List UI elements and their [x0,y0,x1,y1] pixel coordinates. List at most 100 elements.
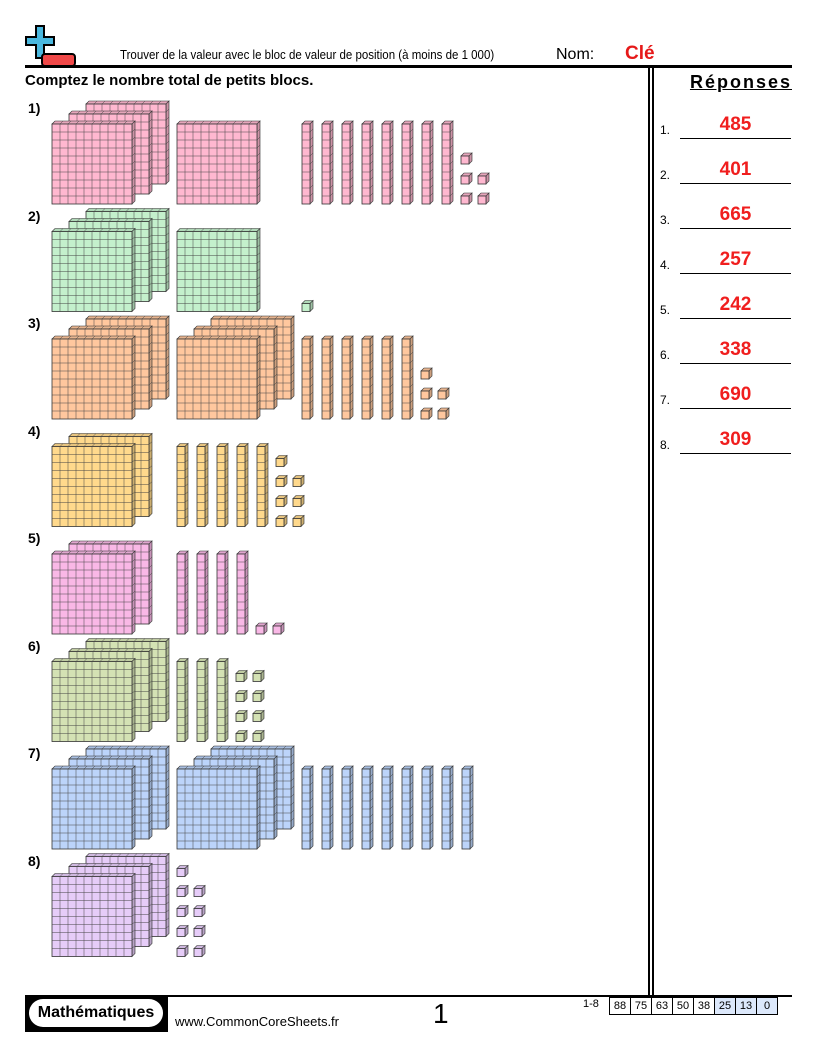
ones-cube [176,924,189,938]
tens-rod [401,335,414,420]
problem-blocks [51,852,206,958]
answer-number: 5. [660,303,671,317]
ones-cube [477,192,490,205]
answer-line [680,138,791,139]
tens-rod [361,765,374,850]
answer-line [680,273,791,274]
tens-rod [421,765,434,850]
ones-cube [275,454,288,468]
score-range: 1-8 [583,998,599,1010]
ones-cube [176,944,189,958]
ones-cube [255,622,268,635]
ones-cube [252,669,265,683]
answer-number: 2. [660,168,671,182]
tens-rod [301,765,314,850]
ones-cube [275,474,288,488]
tens-rod [216,550,229,635]
answer-value: 665 [719,204,752,225]
tens-rod [216,657,229,743]
tens-rod [196,550,209,635]
tens-rod [381,335,394,420]
problem-label: 8) [28,852,41,869]
name-label: Nom: [556,46,595,63]
answer-value: 485 [719,114,752,135]
problem-blocks [51,100,490,205]
answer-column-divider [648,66,650,996]
ones-cube [235,669,248,683]
tens-rod [321,335,334,420]
answer-value: 401 [719,159,752,180]
score-table: 88 75 63 50 38 25 13 0 [609,997,778,1015]
problem-label: 3) [28,315,41,331]
hundreds-flat-stack [51,852,170,958]
tens-rod [441,120,454,205]
hundreds-flat-stack [51,207,170,313]
problem-blocks [51,432,305,528]
answer-line [680,318,791,319]
tens-rod [341,335,354,420]
ones-cube [477,172,490,185]
page-number: 1 [433,998,449,1029]
answer-number: 3. [660,213,671,227]
problem-blocks [51,540,285,635]
hundreds-flat-stack [51,100,170,205]
score-cell: 50 [672,997,694,1015]
tens-rod [461,765,474,850]
answer-line [680,363,791,364]
tens-rod [401,120,414,205]
ones-cube [275,494,288,508]
problem-label: 5) [28,530,41,546]
ones-cube [275,514,288,528]
problem-blocks [51,315,450,420]
tens-rod [236,442,249,528]
tens-rod [381,120,394,205]
answer-value: 242 [719,294,752,315]
answer-number: 4. [660,258,671,272]
answer-column-divider [652,66,654,996]
hundreds-flat-stack [51,540,153,635]
answer-number: 6. [660,348,671,362]
ones-cube [176,904,189,918]
answer-line [680,453,791,454]
hundreds-flat-stack [51,315,170,420]
ones-cube [460,192,473,205]
score-cell: 38 [693,997,715,1015]
ones-cube [235,729,248,743]
name-value: Clé [625,43,655,64]
tens-rod [341,120,354,205]
answer-number: 1. [660,123,671,137]
answer-line [680,183,791,184]
ones-cube [292,474,305,488]
tens-rod [216,442,229,528]
ones-cube [460,152,473,165]
ones-cube [420,407,433,420]
problem-label: 4) [28,422,41,439]
ones-cube [176,864,189,878]
tens-rod [176,550,189,635]
tens-rod [256,442,269,528]
ones-cube [193,884,206,898]
site-url: www.CommonCoreSheets.fr [175,1014,339,1029]
answer-number: 7. [660,393,671,407]
problem-label: 2) [28,207,41,224]
tens-rod [176,442,189,528]
ones-cube [437,407,450,420]
ones-cube [301,299,314,313]
ones-cube [292,494,305,508]
answer-line [680,228,791,229]
tens-rod [176,657,189,743]
hundreds-flat-stack [176,120,261,205]
ones-cube [193,924,206,938]
tens-rod [236,550,249,635]
hundreds-flat-stack [176,315,295,420]
tens-rod [196,657,209,743]
hundreds-flat-stack [176,227,261,313]
ones-cube [235,709,248,723]
ones-cube [420,387,433,400]
ones-cube [460,172,473,185]
answer-value: 257 [719,249,752,270]
ones-cube [252,709,265,723]
tens-rod [321,120,334,205]
problem-blocks [51,745,474,850]
